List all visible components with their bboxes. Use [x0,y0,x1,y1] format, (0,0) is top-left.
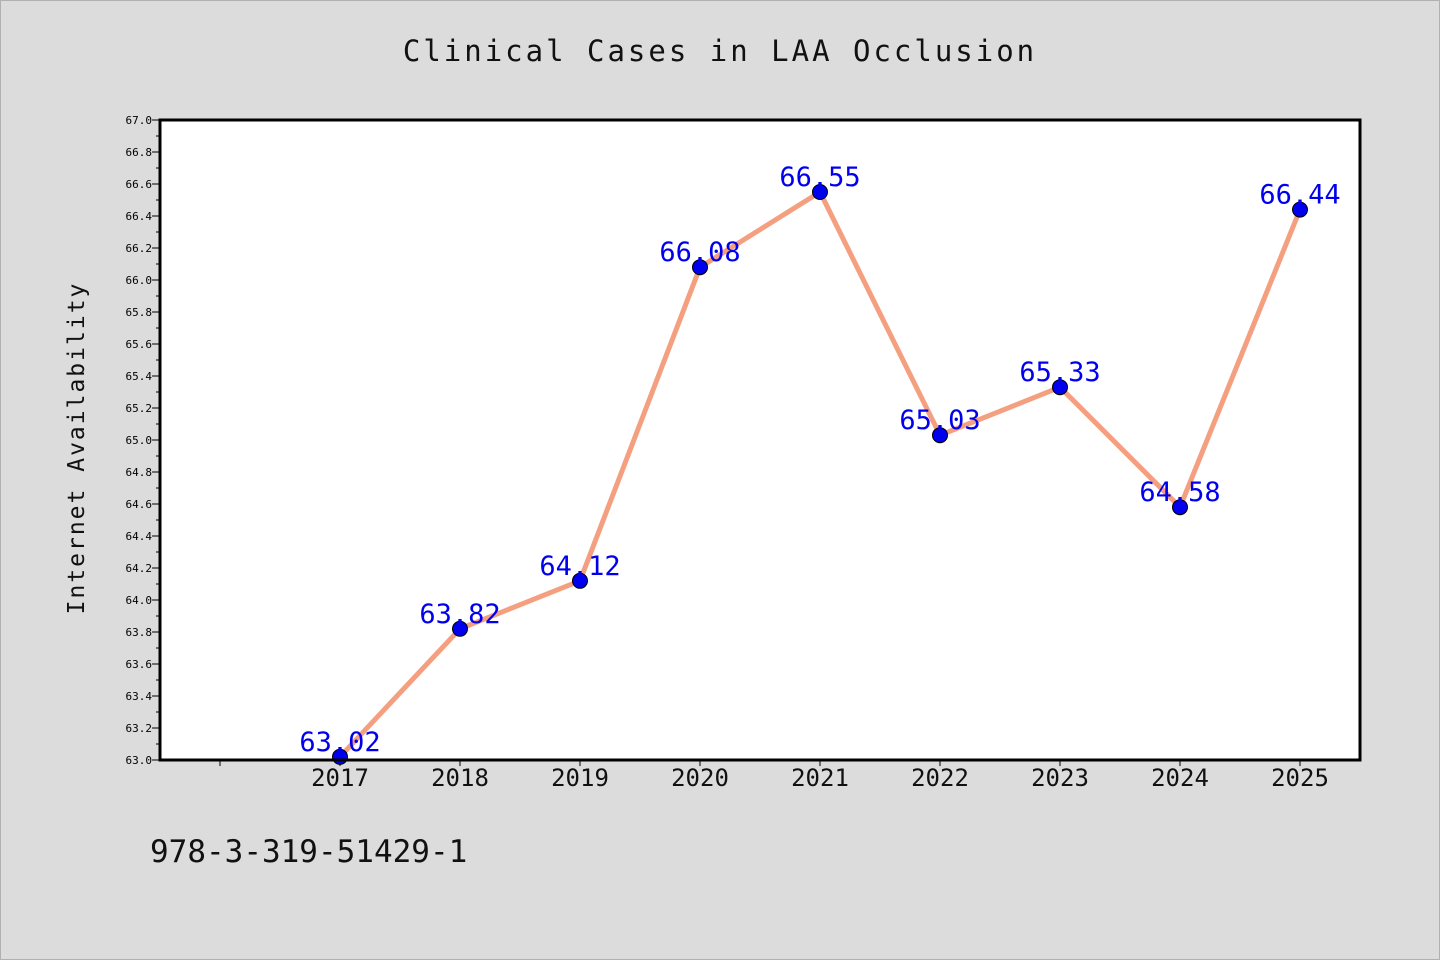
y-tick-label: 66.6 [126,178,153,191]
y-tick-label: 64.2 [126,562,153,575]
chart-title: Clinical Cases in LAA Occlusion [402,34,1038,68]
y-tick-label: 67.0 [126,114,153,127]
y-tick-label: 65.4 [126,370,153,383]
plot-area [160,120,1360,760]
y-tick-label: 63.6 [126,658,153,671]
y-tick-label: 63.2 [126,722,153,735]
y-tick-label: 66.2 [126,242,153,255]
data-point [1172,499,1188,516]
y-tick-label: 63.8 [126,626,153,639]
x-tick-label: 2018 [431,764,489,792]
data-label: 66.44 [1259,180,1340,211]
data-point [1052,379,1068,396]
y-tick-label: 64.6 [126,498,153,511]
y-tick-label: 63.0 [126,754,153,767]
data-label: 66.55 [779,162,860,193]
data-label: 63.02 [299,727,380,758]
y-tick-label: 66.8 [126,146,153,159]
data-label: 64.12 [539,551,620,582]
data-label: 65.03 [899,405,980,436]
x-tick-label: 2023 [1031,764,1089,792]
y-tick-label: 65.2 [126,402,153,415]
y-tick-label: 66.4 [126,210,153,223]
x-tick-label: 2019 [551,764,609,792]
footer-code: 978-3-319-51429-1 [150,834,468,870]
x-tick-label: 2024 [1151,764,1209,792]
x-tick-label: 2022 [911,764,969,792]
x-tick-label: 2025 [1271,764,1329,792]
data-label: 63.82 [419,599,500,630]
plot-border [158,118,1362,762]
x-tick-label: 2017 [311,764,369,792]
data-point [692,259,708,276]
data-label: 64.58 [1139,477,1220,508]
y-tick-label: 65.8 [126,306,153,319]
y-tick-label: 66.0 [126,274,153,287]
data-point [452,620,468,637]
x-tick-label: 2021 [791,764,849,792]
data-point [572,572,588,589]
data-point [812,184,828,200]
data-label: 66.08 [659,237,740,268]
data-point [1292,201,1308,218]
y-tick-label: 64.8 [126,466,153,479]
y-tick-label: 63.4 [126,690,153,703]
data-point [932,427,948,444]
y-tick-label: 64.0 [126,594,153,607]
x-tick-label: 2020 [671,764,729,792]
y-tick-label: 64.4 [126,530,153,543]
y-tick-label: 65.6 [126,338,153,351]
data-label: 65.33 [1019,357,1100,388]
y-tick-label: 65.0 [126,434,153,447]
